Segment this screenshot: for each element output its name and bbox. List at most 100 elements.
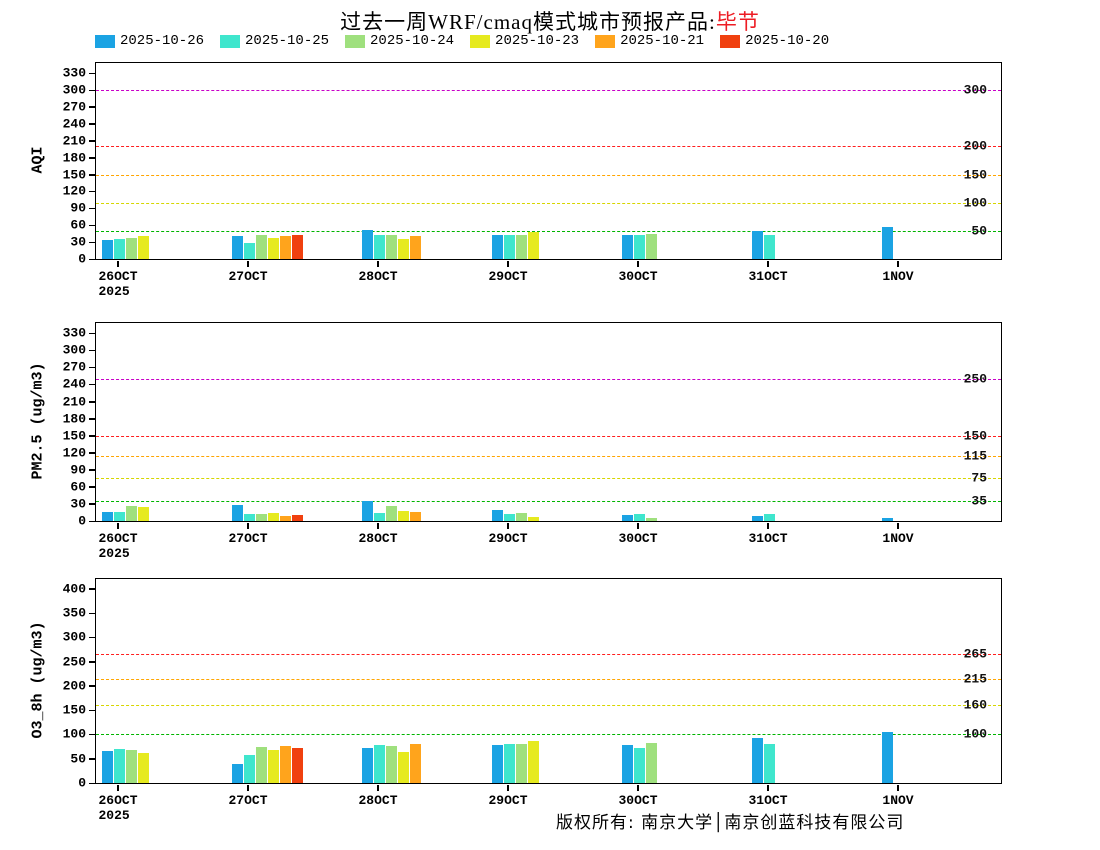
y-tick-mark (89, 123, 95, 125)
ref-line-label-150: 150 (963, 167, 987, 183)
bar-2025-10-23-29OCT (528, 517, 539, 521)
plot-area-AQI: 50 100 150 200 300 (95, 62, 1002, 260)
x-tick-mark (767, 523, 769, 529)
legend-swatch-2025-10-23 (470, 34, 491, 48)
ref-line-label-100: 100 (963, 726, 987, 742)
bar-2025-10-25-28OCT (374, 513, 385, 521)
bar-2025-10-25-26OCT (114, 749, 125, 783)
ref-line-label-250: 250 (963, 371, 987, 387)
x-tick-label-28OCT: 28OCT (358, 793, 398, 808)
legend-label: 2025-10-25 (245, 33, 330, 49)
bar-2025-10-26-31OCT (752, 516, 763, 521)
y-tick-mark (89, 469, 95, 471)
y-tick-label: 400 (62, 581, 86, 597)
bar-2025-10-26-30OCT (622, 235, 633, 259)
x-tick-label-30OCT: 30OCT (618, 269, 658, 284)
x-tick-mark (897, 523, 899, 529)
y-tick-mark (89, 401, 95, 403)
x-tick-label-27OCT: 27OCT (228, 793, 268, 808)
bar-2025-10-24-28OCT (386, 235, 397, 259)
y-tick-mark (89, 174, 95, 176)
page-title: 过去一周WRF/cmaq模式城市预报产品:毕节 (0, 6, 1100, 36)
y-tick-mark (89, 588, 95, 590)
y-tick-label: 60 (70, 479, 86, 495)
y-tick-label: 210 (62, 133, 86, 149)
ref-line-35 (96, 501, 1001, 503)
y-tick-label: 300 (62, 629, 86, 645)
y-tick-mark (89, 661, 95, 663)
bar-2025-10-24-27OCT (256, 747, 267, 783)
ref-line-label-100: 100 (963, 195, 987, 211)
bar-2025-10-25-30OCT (634, 514, 645, 521)
bar-2025-10-26-26OCT (102, 751, 113, 783)
y-tick-mark (89, 503, 95, 505)
y-tick-mark (89, 685, 95, 687)
y-tick-mark (89, 366, 95, 369)
y-tick-mark (89, 418, 95, 420)
bar-2025-10-25-28OCT (374, 745, 385, 783)
x-tick-label-31OCT: 31OCT (748, 531, 788, 546)
y-tick-label: 300 (62, 342, 86, 358)
y-tick-label: 240 (62, 116, 86, 132)
bar-2025-10-26-27OCT (232, 236, 243, 259)
y-tick-label: 150 (62, 428, 86, 444)
bar-2025-10-21-28OCT (410, 744, 421, 783)
y-tick-label: 0 (78, 513, 86, 529)
y-tick-mark (89, 140, 95, 142)
bar-2025-10-21-28OCT (410, 236, 421, 259)
bar-2025-10-25-29OCT (504, 235, 515, 259)
y-tick-label: 50 (70, 751, 86, 767)
y-tick-mark (89, 520, 95, 522)
y-tick-mark (89, 709, 95, 712)
legend-label: 2025-10-24 (370, 33, 455, 49)
legend-item-2025-10-20: 2025-10-20 (720, 33, 829, 49)
x-tick-mark (117, 261, 119, 267)
bar-2025-10-23-27OCT (268, 750, 279, 783)
x-tick-mark (247, 261, 249, 267)
legend-item-2025-10-23: 2025-10-23 (470, 33, 579, 49)
x-tick-mark (117, 785, 119, 791)
y-tick-mark (89, 207, 95, 210)
ref-line-150 (96, 435, 1001, 437)
ref-line-160 (96, 705, 1001, 707)
bar-2025-10-24-30OCT (646, 742, 657, 783)
x-tick-label-29OCT: 29OCT (488, 793, 528, 808)
bar-2025-10-23-29OCT (528, 231, 539, 259)
bar-2025-10-20-27OCT (292, 747, 303, 783)
y-tick-mark (89, 486, 95, 488)
ref-line-50 (96, 230, 1001, 232)
bar-2025-10-26-27OCT (232, 763, 243, 783)
y-tick-mark (89, 72, 95, 75)
x-tick-label-30OCT: 30OCT (618, 793, 658, 808)
y-tick-mark (89, 224, 95, 227)
bar-2025-10-24-26OCT (126, 750, 137, 783)
legend-swatch-2025-10-26 (95, 34, 115, 48)
y-tick-mark (89, 452, 95, 454)
x-tick-label-27OCT: 27OCT (228, 531, 268, 546)
bar-2025-10-20-27OCT (292, 515, 303, 521)
page-title-city: 毕节 (715, 10, 760, 34)
bar-2025-10-24-28OCT (386, 745, 397, 783)
bar-2025-10-23-26OCT (138, 236, 149, 259)
bar-2025-10-26-28OCT (362, 501, 373, 521)
bar-2025-10-26-28OCT (362, 747, 373, 783)
y-tick-label: 120 (62, 183, 86, 199)
y-tick-mark (89, 733, 95, 736)
bar-2025-10-26-26OCT (102, 240, 113, 259)
y-tick-label: 100 (62, 726, 86, 742)
ref-line-115 (96, 455, 1001, 457)
ref-line-300 (96, 90, 1001, 92)
bar-2025-10-25-26OCT (114, 512, 125, 521)
legend-swatch-2025-10-24 (345, 34, 366, 48)
y-tick-label: 90 (70, 462, 86, 478)
ref-line-label-150: 150 (963, 428, 987, 444)
y-tick-mark (89, 190, 95, 193)
y-axis-title: O3_8h (ug/m3) (29, 621, 47, 739)
bar-2025-10-25-31OCT (764, 513, 775, 521)
x-tick-mark (507, 785, 509, 791)
y-tick-label: 180 (62, 150, 86, 166)
x-tick-mark (377, 523, 379, 529)
bar-2025-10-25-31OCT (764, 744, 775, 783)
y-tick-mark (89, 758, 95, 760)
legend-label: 2025-10-20 (745, 33, 830, 49)
